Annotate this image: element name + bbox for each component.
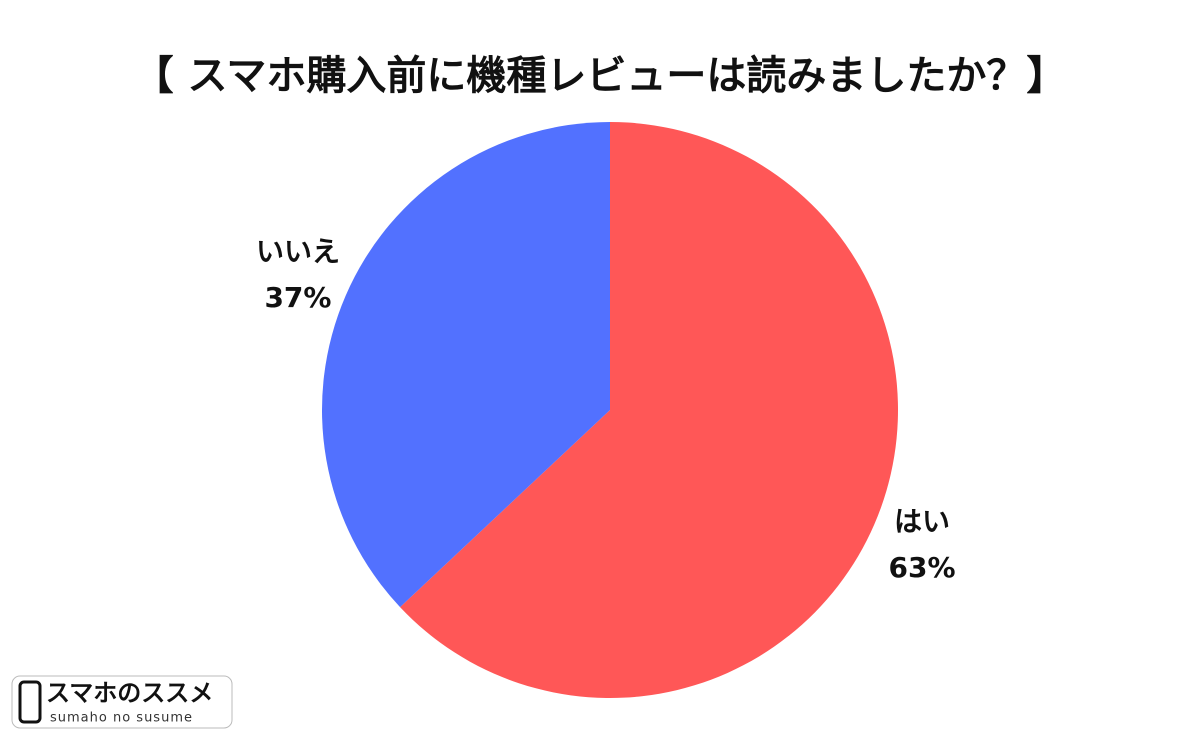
- pie-slice: [400, 122, 899, 699]
- pie-slice: [322, 122, 610, 608]
- slice-label: はい: [894, 505, 950, 538]
- slice-value-label: 63%: [889, 551, 956, 584]
- logo-icon: [18, 680, 42, 724]
- logo-name: スマホのススメ: [46, 679, 213, 707]
- logo-tagline: sumaho no susume: [50, 711, 193, 726]
- slice-value-label: 37%: [264, 281, 331, 314]
- chart-title: 【 スマホ購入前に機種レビューは読みましたか？】: [134, 53, 1067, 99]
- logo: スマホのススメ sumaho no susume: [11, 675, 233, 729]
- slice-label: いいえ: [256, 235, 340, 268]
- logo-frame: [11, 675, 233, 729]
